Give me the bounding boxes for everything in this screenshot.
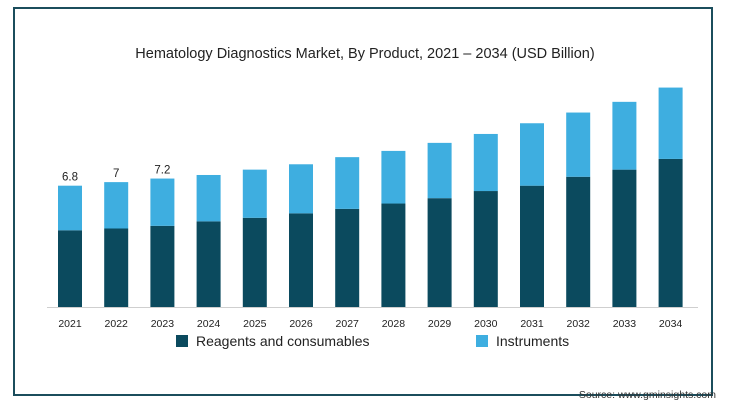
bar-reagents-2022 bbox=[104, 228, 129, 307]
x-tick-label-2023: 2023 bbox=[151, 318, 175, 330]
legend-item-reagents: Reagents and consumables bbox=[176, 333, 370, 349]
bar-reagents-2021 bbox=[58, 230, 82, 307]
bar-reagents-2030 bbox=[473, 191, 498, 307]
bar-reagents-2033 bbox=[612, 169, 637, 307]
bar-reagents-2025 bbox=[242, 217, 267, 307]
legend-swatch-instruments bbox=[476, 335, 488, 347]
bar-instruments-2023 bbox=[150, 178, 175, 226]
bar-instruments-2028 bbox=[381, 150, 406, 204]
bar-reagents-2024 bbox=[196, 221, 221, 307]
bar-instruments-2022 bbox=[104, 182, 129, 229]
x-tick-label-2029: 2029 bbox=[428, 318, 452, 330]
x-tick-label-2021: 2021 bbox=[58, 318, 82, 330]
bar-instruments-2021 bbox=[58, 185, 82, 231]
bar-reagents-2032 bbox=[566, 176, 591, 307]
bar-instruments-2027 bbox=[335, 157, 360, 209]
bar-instruments-2034 bbox=[658, 87, 683, 159]
x-tick-label-2026: 2026 bbox=[289, 318, 313, 330]
bar-reagents-2031 bbox=[520, 185, 544, 307]
bar-reagents-2029 bbox=[427, 198, 452, 307]
legend-label-instruments: Instruments bbox=[496, 333, 570, 349]
x-tick-label-2027: 2027 bbox=[336, 318, 360, 330]
bar-instruments-2029 bbox=[427, 142, 452, 199]
bar-instruments-2033 bbox=[612, 101, 637, 170]
chart-frame bbox=[13, 7, 713, 396]
data-label-2021: 6.8 bbox=[62, 172, 78, 184]
legend-item-instruments: Instruments bbox=[476, 333, 569, 349]
x-tick-label-2033: 2033 bbox=[613, 318, 637, 330]
bar-instruments-2030 bbox=[473, 133, 498, 192]
data-label-2022: 7 bbox=[113, 168, 119, 180]
x-tick-label-2031: 2031 bbox=[520, 318, 544, 330]
bar-instruments-2032 bbox=[566, 112, 591, 177]
bar-reagents-2023 bbox=[150, 225, 175, 307]
x-tick-label-2028: 2028 bbox=[382, 318, 406, 330]
legend-label-reagents: Reagents and consumables bbox=[196, 333, 370, 349]
bar-reagents-2034 bbox=[658, 158, 683, 307]
x-tick-label-2022: 2022 bbox=[105, 318, 129, 330]
bar-instruments-2025 bbox=[242, 169, 267, 218]
chart-legend: Reagents and consumables Instruments bbox=[0, 333, 730, 355]
bar-reagents-2026 bbox=[289, 213, 313, 307]
bar-reagents-2027 bbox=[335, 208, 360, 307]
x-tick-label-2034: 2034 bbox=[659, 318, 683, 330]
chart-title: Hematology Diagnostics Market, By Produc… bbox=[135, 46, 595, 62]
source-note: Source: www.gminsights.com bbox=[578, 389, 716, 401]
bar-instruments-2031 bbox=[520, 123, 544, 186]
bar-instruments-2026 bbox=[289, 164, 313, 214]
legend-swatch-reagents bbox=[176, 335, 188, 347]
x-tick-label-2024: 2024 bbox=[197, 318, 221, 330]
x-tick-label-2030: 2030 bbox=[474, 318, 498, 330]
x-tick-label-2032: 2032 bbox=[567, 318, 591, 330]
bar-instruments-2024 bbox=[196, 174, 221, 222]
data-label-2023: 7.2 bbox=[154, 165, 170, 177]
bar-reagents-2028 bbox=[381, 203, 406, 307]
x-tick-label-2025: 2025 bbox=[243, 318, 267, 330]
